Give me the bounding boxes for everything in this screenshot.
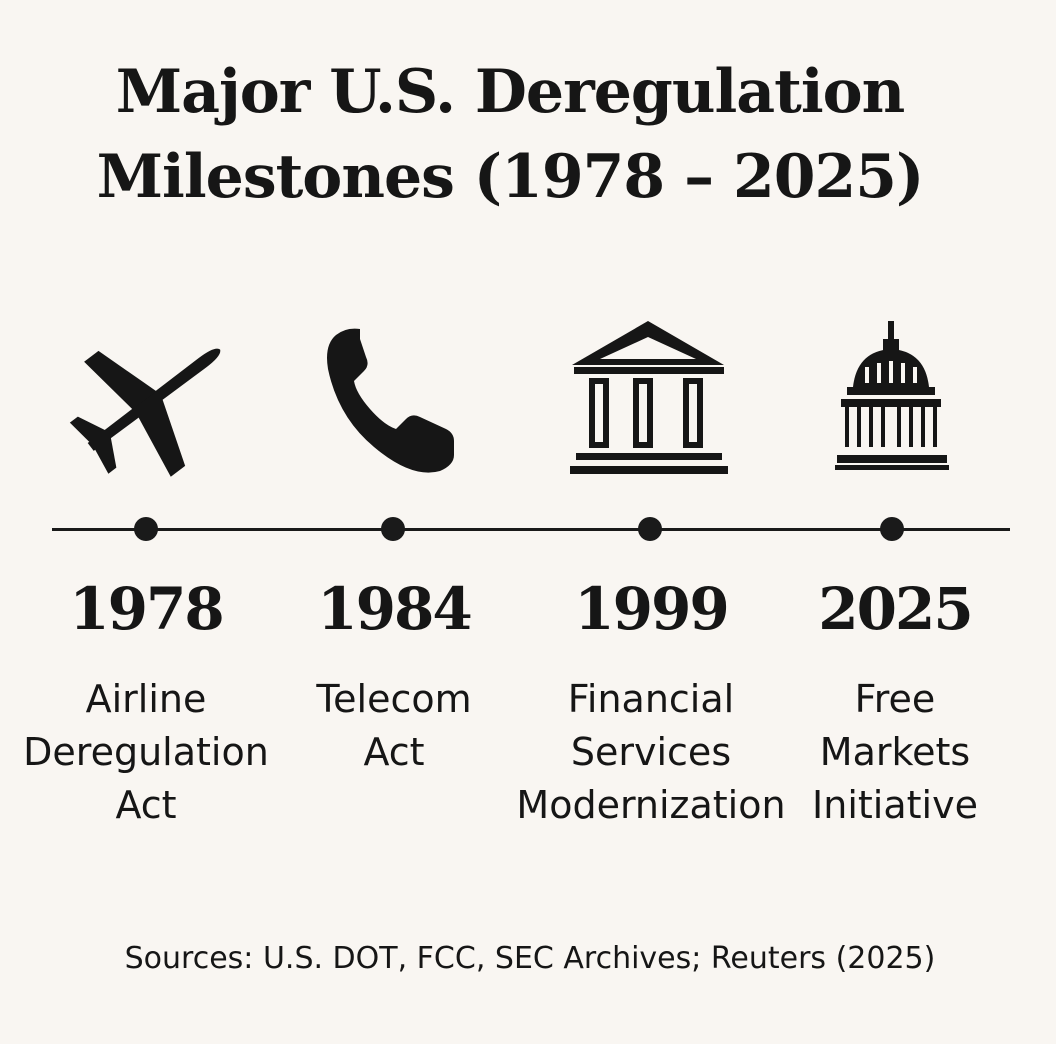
- timeline-line: [52, 528, 1010, 531]
- milestone-year-1999: 1999: [574, 575, 729, 643]
- page-title-line-2: Milestones (1978 – 2025): [96, 142, 925, 212]
- milestone-label-line: Act: [115, 783, 177, 827]
- milestone-label-2025: Free Markets Initiative: [745, 673, 1045, 832]
- milestone-label-line: Deregulation: [23, 730, 269, 774]
- milestone-label-1978: Airline Deregulation Act: [0, 673, 296, 832]
- capitol-dome-icon: [805, 315, 975, 490]
- milestone-label-line: Services: [570, 730, 732, 774]
- milestone-label-line: Airline: [85, 677, 207, 721]
- milestone-label-line: Act: [363, 730, 425, 774]
- sources-note: Sources: U.S. DOT, FCC, SEC Archives; Re…: [124, 941, 936, 976]
- milestone-label-line: Free: [854, 677, 936, 721]
- milestone-label-line: Initiative: [812, 783, 978, 827]
- milestone-label-line: Modernization: [516, 783, 786, 827]
- page-title-line-1: Major U.S. Deregulation: [115, 57, 906, 127]
- timeline-dot-2025: [880, 517, 904, 541]
- telephone-icon: [308, 315, 478, 490]
- milestone-label-line: Markets: [819, 730, 971, 774]
- milestone-year-1978: 1978: [69, 575, 224, 643]
- airplane-icon: [68, 315, 238, 490]
- milestone-year-1984: 1984: [317, 575, 472, 643]
- timeline-dot-1978: [134, 517, 158, 541]
- milestone-label-1984: Telecom Act: [244, 673, 544, 779]
- milestone-label-1999: Financial Services Modernization: [501, 673, 801, 832]
- timeline-dot-1984: [381, 517, 405, 541]
- timeline-dot-1999: [638, 517, 662, 541]
- milestone-label-line: Telecom: [316, 677, 472, 721]
- milestone-label-line: Financial: [567, 677, 735, 721]
- milestone-year-2025: 2025: [818, 575, 973, 643]
- bank-building-icon: [566, 315, 736, 490]
